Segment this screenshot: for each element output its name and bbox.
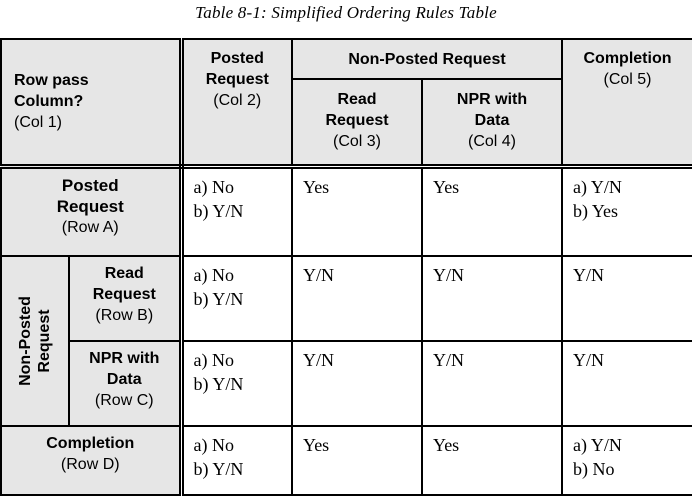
row-c-label-cell: NPR with Data (Row C) (68, 340, 184, 427)
header-corner-cell: Row pass Column? (Col 1) (0, 38, 184, 169)
row-b-col4: Y/N (421, 255, 563, 342)
row-a-line1: Posted (61, 175, 119, 195)
row-d-col2-b: b) Y/N (193, 459, 244, 479)
row-c-col4: Y/N (421, 340, 563, 427)
nonposted-line2: Request (36, 309, 53, 373)
row-c-col2-a: a) No (193, 350, 234, 370)
header-col4-cell: NPR with Data (Col 4) (421, 78, 563, 169)
nonposted-row-group-cell: Non-Posted Request (0, 255, 70, 427)
row-a-col5: a) Y/N b) Yes (561, 165, 692, 257)
col3-line1: Read (337, 91, 377, 108)
row-d-col4: Yes (421, 425, 563, 496)
row-d-line1: Completion (46, 435, 135, 452)
table-row: Completion (Row D) a) No b) Y/N Yes Yes … (0, 425, 692, 496)
row-c-line2: Data (106, 371, 142, 388)
row-d-sub: (Row D) (60, 456, 120, 473)
row-a-col2: a) No b) Y/N (180, 165, 293, 257)
col5-line1: Completion (583, 50, 672, 67)
row-b-col5: Y/N (561, 255, 692, 342)
row-a-col2-b: b) Y/N (193, 200, 244, 221)
header-col3-cell: Read Request (Col 3) (291, 78, 423, 169)
header-col5-cell: Completion (Col 5) (561, 38, 692, 169)
col4-sub: (Col 4) (467, 133, 516, 150)
row-a-col2-a: a) No (193, 176, 234, 197)
row-a-col3: Yes (291, 165, 423, 257)
row-b-col2: a) No b) Y/N (180, 255, 293, 342)
row-d-label-cell: Completion (Row D) (0, 425, 184, 496)
row-a-label-cell: Posted Request (Row A) (0, 165, 184, 257)
header-col2-cell: Posted Request (Col 2) (180, 38, 293, 169)
row-c-col2-b: b) Y/N (193, 374, 244, 394)
ordering-rules-table: Row pass Column? (Col 1) Posted Request … (0, 38, 692, 496)
col5-sub: (Col 5) (603, 71, 652, 88)
col3-sub: (Col 3) (332, 133, 381, 150)
table-row: NPR with Data (Row C) a) No b) Y/N Y/N Y… (1, 340, 692, 427)
row-b-label-cell: Read Request (Row B) (68, 255, 184, 342)
col4-line2: Data (474, 112, 510, 129)
row-b-col2-a: a) No (193, 265, 234, 285)
row-a-col5-a: a) Y/N (573, 176, 622, 197)
row-d-col3: Yes (291, 425, 423, 496)
col2-sub: (Col 2) (213, 92, 262, 109)
row-a-line2: Request (56, 196, 124, 216)
row-c-line1: NPR with (89, 350, 160, 367)
col2-line2: Request (205, 71, 269, 88)
nonposted-vertical-label: Non-Posted Request (16, 296, 54, 386)
col2-line1: Posted (210, 50, 264, 67)
row-c-col3: Y/N (291, 340, 423, 427)
row-d-col5-b: b) No (573, 459, 615, 479)
col4-line1: NPR with (456, 91, 528, 108)
row-b-line2: Request (92, 286, 156, 303)
table-caption: Table 8-1: Simplified Ordering Rules Tab… (195, 3, 497, 22)
row-c-col2: a) No b) Y/N (180, 340, 293, 427)
row-b-col3: Y/N (291, 255, 423, 342)
corner-line2: Column? (14, 93, 84, 111)
row-d-col2-a: a) No (193, 435, 234, 455)
row-c-sub: (Row C) (94, 392, 154, 409)
col3-line2: Request (325, 112, 389, 129)
row-b-line1: Read (104, 265, 144, 282)
nonposted-line1: Non-Posted (17, 296, 34, 386)
row-d-col5-a: a) Y/N (573, 435, 622, 455)
row-b-col2-b: b) Y/N (193, 289, 244, 309)
corner-line1: Row pass (14, 72, 89, 90)
header-nonposted-group: Non-Posted Request (291, 38, 563, 80)
row-b-sub: (Row B) (95, 307, 154, 324)
row-c-col5: Y/N (561, 340, 692, 427)
row-a-col5-b: b) Yes (573, 200, 619, 221)
row-d-col2: a) No b) Y/N (180, 425, 293, 496)
table-row: Non-Posted Request Read Request (Row B) … (0, 255, 692, 427)
row-a-sub: (Row A) (61, 218, 119, 236)
table-row: Posted Request (Row A) a) No b) Y/N Yes … (0, 165, 692, 257)
corner-sub: (Col 1) (14, 114, 63, 132)
row-d-col5: a) Y/N b) No (561, 425, 692, 496)
row-a-col4: Yes (421, 165, 563, 257)
